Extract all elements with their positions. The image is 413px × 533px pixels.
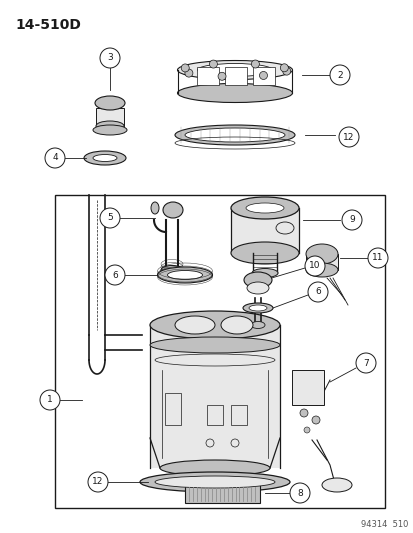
Bar: [291, 370, 323, 405]
Text: 11: 11: [371, 254, 383, 262]
Ellipse shape: [305, 263, 337, 277]
Bar: [197, 67, 218, 85]
Ellipse shape: [175, 125, 294, 145]
Ellipse shape: [154, 476, 274, 488]
Text: 3: 3: [107, 53, 113, 62]
Text: 94314  510: 94314 510: [360, 520, 407, 529]
Ellipse shape: [157, 267, 212, 283]
Ellipse shape: [177, 61, 292, 79]
Ellipse shape: [96, 121, 124, 131]
Circle shape: [304, 256, 324, 276]
Bar: [185, 483, 259, 503]
Bar: [165, 393, 180, 425]
Circle shape: [40, 390, 60, 410]
Ellipse shape: [305, 244, 337, 264]
Ellipse shape: [150, 337, 279, 353]
Ellipse shape: [243, 272, 271, 288]
Circle shape: [303, 427, 309, 433]
Bar: [150, 325, 279, 468]
Circle shape: [100, 48, 120, 68]
Circle shape: [307, 282, 327, 302]
Circle shape: [280, 64, 287, 72]
Circle shape: [185, 69, 192, 77]
Ellipse shape: [93, 125, 127, 135]
Ellipse shape: [275, 222, 293, 234]
Text: 6: 6: [314, 287, 320, 296]
Ellipse shape: [95, 96, 125, 110]
Ellipse shape: [175, 316, 214, 334]
Circle shape: [341, 210, 361, 230]
Bar: [230, 208, 298, 253]
Bar: [224, 67, 247, 85]
Circle shape: [181, 64, 189, 72]
Ellipse shape: [159, 460, 269, 476]
Ellipse shape: [185, 128, 284, 142]
Circle shape: [251, 60, 259, 68]
Ellipse shape: [150, 311, 279, 339]
Bar: [96, 108, 124, 126]
Text: 9: 9: [348, 215, 354, 224]
Text: 14-510D: 14-510D: [15, 18, 81, 32]
Circle shape: [338, 127, 358, 147]
Bar: [206, 405, 223, 425]
Text: 2: 2: [336, 70, 342, 79]
Ellipse shape: [161, 265, 183, 274]
Text: 8: 8: [297, 489, 302, 497]
Bar: [252, 67, 274, 85]
Ellipse shape: [252, 269, 277, 278]
Ellipse shape: [230, 242, 298, 264]
Ellipse shape: [177, 84, 292, 102]
Circle shape: [355, 353, 375, 373]
Circle shape: [329, 65, 349, 85]
Ellipse shape: [250, 321, 264, 328]
Circle shape: [100, 208, 120, 228]
Ellipse shape: [321, 478, 351, 492]
Circle shape: [105, 265, 125, 285]
Circle shape: [367, 248, 387, 268]
Text: 5: 5: [107, 214, 113, 222]
Ellipse shape: [163, 202, 183, 218]
Text: 4: 4: [52, 154, 58, 163]
Ellipse shape: [93, 155, 117, 161]
Text: 7: 7: [362, 359, 368, 367]
Ellipse shape: [167, 271, 202, 279]
Ellipse shape: [230, 197, 298, 219]
Ellipse shape: [221, 316, 252, 334]
Text: 6: 6: [112, 271, 118, 279]
Ellipse shape: [247, 282, 268, 294]
Ellipse shape: [242, 303, 272, 313]
Ellipse shape: [84, 151, 126, 165]
Ellipse shape: [245, 203, 283, 213]
Text: 12: 12: [342, 133, 354, 141]
Bar: [305, 254, 337, 270]
Circle shape: [88, 472, 108, 492]
Circle shape: [299, 409, 307, 417]
Bar: [230, 405, 247, 425]
Text: 1: 1: [47, 395, 53, 405]
Ellipse shape: [197, 63, 272, 77]
Ellipse shape: [151, 202, 159, 214]
Bar: [55, 195, 384, 508]
Text: 10: 10: [309, 262, 320, 271]
Text: 12: 12: [92, 478, 103, 487]
Circle shape: [289, 483, 309, 503]
Ellipse shape: [248, 305, 266, 311]
Circle shape: [311, 416, 319, 424]
Circle shape: [45, 148, 65, 168]
Circle shape: [209, 60, 217, 68]
Circle shape: [282, 67, 290, 75]
Ellipse shape: [140, 472, 289, 492]
Circle shape: [218, 72, 225, 80]
Circle shape: [259, 71, 267, 79]
